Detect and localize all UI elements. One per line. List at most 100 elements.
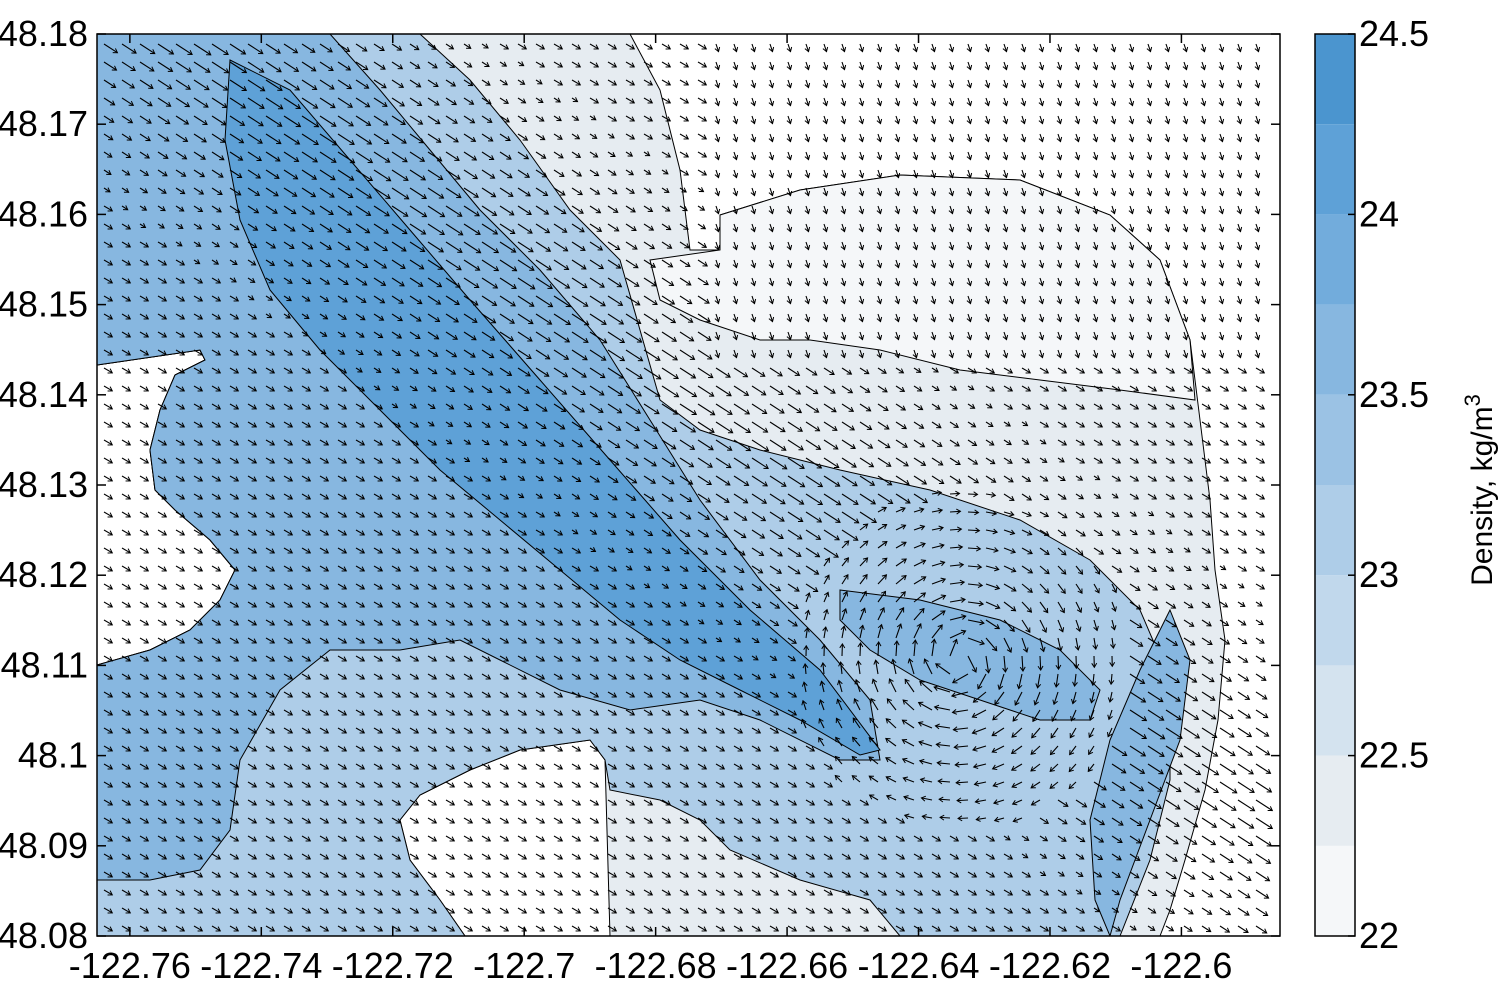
velocity-arrow-head	[822, 208, 829, 215]
velocity-arrow-head	[293, 66, 300, 72]
velocity-arrow	[1129, 151, 1134, 160]
velocity-arrow	[103, 457, 113, 464]
velocity-arrow	[715, 277, 720, 286]
velocity-arrow-head	[1107, 697, 1114, 703]
velocity-arrow	[391, 133, 407, 144]
velocity-arrow	[1183, 475, 1193, 482]
velocity-arrow-head	[1169, 404, 1176, 410]
velocity-arrow-head	[593, 44, 600, 50]
velocity-arrow	[919, 680, 933, 693]
velocity-arrow-head	[1164, 334, 1171, 341]
velocity-arrow	[463, 241, 481, 254]
velocity-arrow	[967, 61, 972, 70]
velocity-arrow	[823, 367, 835, 375]
velocity-arrow-head	[593, 171, 600, 177]
velocity-arrow-head	[686, 497, 693, 503]
velocity-arrow-head	[451, 100, 458, 106]
velocity-arrow-head	[833, 552, 839, 558]
velocity-arrow	[661, 43, 671, 50]
velocity-arrow	[247, 655, 257, 662]
velocity-arrow-head	[161, 656, 168, 662]
velocity-arrow	[103, 115, 115, 123]
velocity-arrow	[229, 511, 239, 518]
velocity-arrow-head	[143, 260, 150, 266]
velocity-arrow	[1201, 349, 1206, 358]
velocity-arrow	[427, 529, 437, 536]
velocity-arrow	[1075, 133, 1080, 142]
velocity-arrow	[247, 349, 257, 356]
velocity-arrow	[787, 421, 803, 432]
velocity-arrow	[1219, 223, 1224, 232]
velocity-arrow	[769, 277, 774, 286]
velocity-arrow-head	[539, 656, 546, 662]
velocity-arrow-head	[1115, 422, 1122, 428]
velocity-arrow-head	[197, 476, 204, 482]
velocity-arrow-head	[984, 262, 991, 269]
velocity-arrow-head	[375, 385, 381, 391]
velocity-arrow-head	[609, 547, 615, 553]
velocity-arrow	[859, 133, 864, 142]
velocity-arrow-head	[293, 156, 300, 162]
velocity-arrow-head	[611, 566, 618, 572]
velocity-arrow-head	[1175, 696, 1181, 702]
velocity-arrow-head	[413, 620, 420, 626]
velocity-arrow	[337, 691, 347, 698]
velocity-arrow	[607, 403, 622, 414]
velocity-arrow-head	[937, 441, 943, 447]
velocity-arrow-head	[413, 512, 420, 518]
velocity-arrow-head	[685, 531, 691, 537]
velocity-arrow	[823, 609, 828, 621]
velocity-arrow	[265, 187, 279, 197]
velocity-arrow-head	[359, 548, 366, 554]
velocity-arrow-head	[539, 530, 546, 536]
velocity-arrow-head	[815, 534, 822, 540]
velocity-arrow	[1003, 385, 1013, 392]
velocity-arrow	[103, 565, 113, 572]
velocity-arrow	[913, 542, 926, 549]
velocity-arrow-head	[984, 154, 991, 161]
velocity-arrow	[1039, 529, 1050, 536]
velocity-arrow-head	[125, 710, 132, 716]
velocity-arrow-head	[1262, 694, 1268, 700]
velocity-arrow	[1003, 331, 1008, 340]
velocity-arrow	[355, 601, 365, 608]
velocity-arrow	[661, 673, 671, 680]
velocity-arrow	[1111, 61, 1116, 70]
velocity-arrow-head	[508, 336, 515, 342]
velocity-arrow	[175, 43, 193, 55]
velocity-arrow-head	[773, 710, 780, 716]
velocity-arrow-head	[614, 245, 621, 251]
velocity-arrow	[661, 367, 679, 379]
velocity-arrow-head	[611, 80, 618, 86]
velocity-arrow-head	[701, 62, 708, 68]
velocity-arrow	[229, 529, 239, 536]
velocity-arrow-head	[395, 530, 402, 536]
velocity-arrow	[1093, 529, 1103, 536]
velocity-arrow	[427, 115, 441, 125]
velocity-arrow	[715, 691, 725, 698]
velocity-arrow	[679, 115, 689, 122]
velocity-arrow	[1039, 547, 1050, 555]
velocity-arrow-head	[1074, 298, 1081, 305]
velocity-arrow-head	[830, 388, 836, 394]
velocity-arrow-head	[843, 557, 850, 563]
velocity-arrow	[247, 673, 257, 680]
velocity-arrow-head	[125, 494, 132, 500]
velocity-arrow-head	[367, 176, 374, 182]
velocity-arrow-head	[882, 557, 888, 563]
velocity-arrow	[391, 403, 398, 409]
velocity-arrow	[301, 187, 316, 198]
velocity-arrow-head	[143, 548, 150, 554]
velocity-arrow	[805, 610, 810, 621]
velocity-arrow	[1057, 151, 1062, 160]
velocity-arrow-head	[269, 602, 276, 608]
velocity-arrow-head	[1128, 316, 1135, 323]
velocity-arrow-head	[823, 608, 829, 615]
velocity-arrow	[1111, 151, 1116, 160]
velocity-arrow	[895, 457, 909, 467]
velocity-arrow-head	[277, 85, 283, 91]
velocity-arrow	[877, 259, 882, 268]
velocity-arrow-head	[429, 421, 435, 427]
velocity-arrow	[175, 655, 185, 662]
velocity-arrow	[499, 547, 509, 554]
